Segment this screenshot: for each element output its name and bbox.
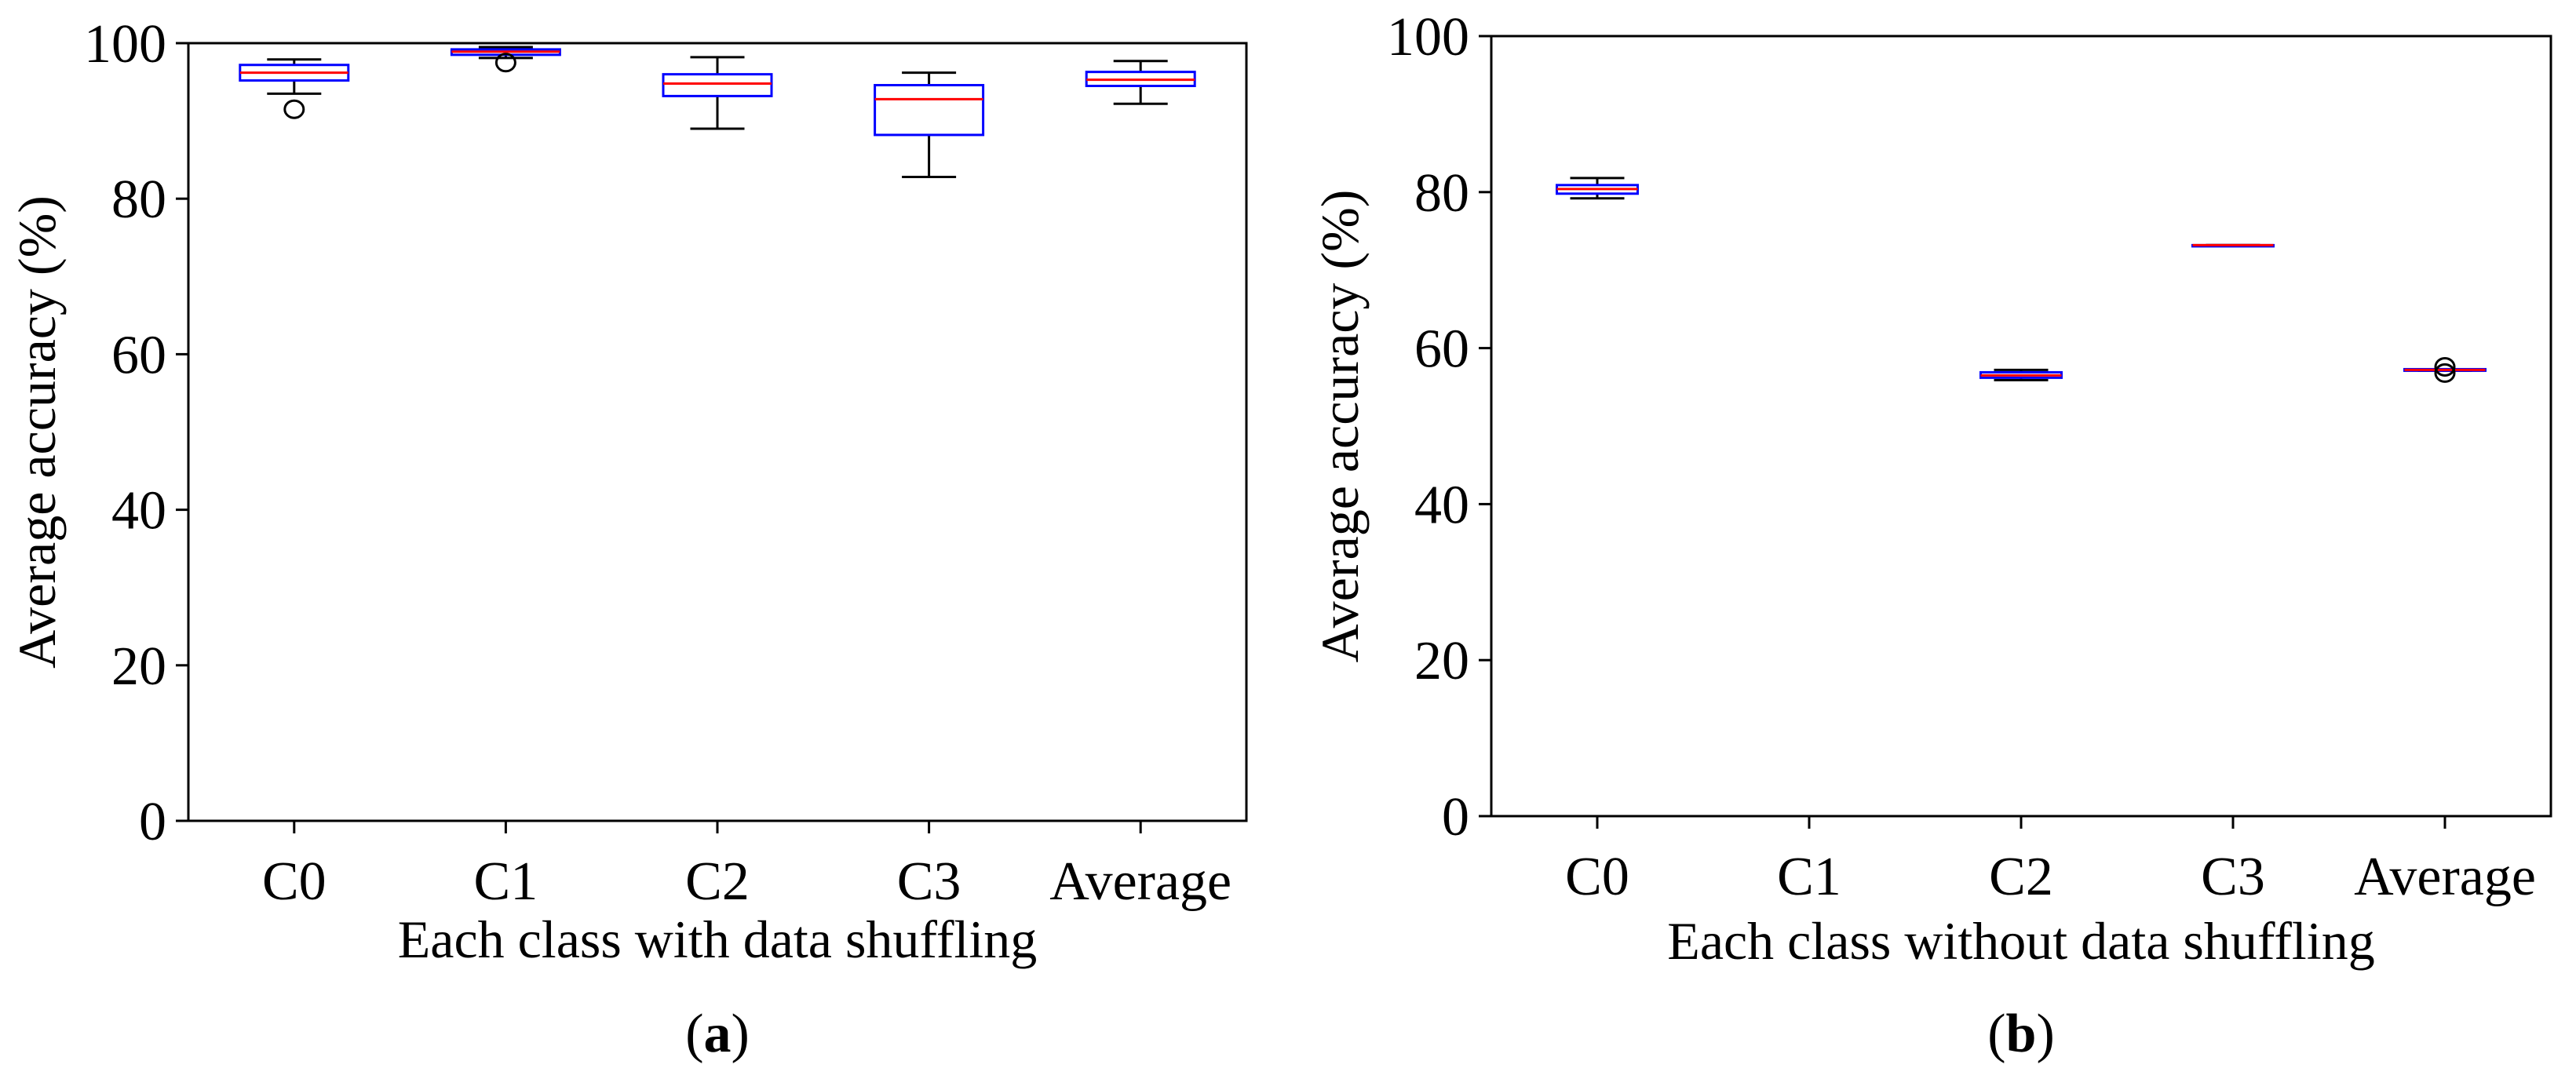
panel-label-letter: b	[2006, 1004, 2037, 1064]
y-tick-label: 80	[1414, 163, 1469, 224]
y-axis-label: Average accuracy (%)	[7, 195, 67, 669]
box-c0	[1556, 177, 1639, 200]
y-tick-label: 0	[139, 792, 166, 852]
outlier-point	[494, 53, 516, 73]
y-axis-label: Average accuracy (%)	[1310, 190, 1370, 663]
y-tick-label: 20	[111, 636, 166, 697]
box-c3	[874, 71, 985, 178]
x-tick-label: C0	[1565, 847, 1629, 907]
box-c1	[450, 46, 561, 73]
x-axis-label: Each class without data shuffling	[1667, 911, 2374, 971]
y-tick-label: 60	[1414, 319, 1469, 380]
y-tick-label: 0	[1442, 787, 1469, 848]
panel-label: (a)	[685, 1004, 750, 1064]
outlier-point	[283, 99, 305, 119]
y-tick-label: 40	[111, 481, 166, 541]
y-tick-label: 100	[84, 14, 166, 75]
outlier-point	[2434, 356, 2456, 377]
x-tick-label: Average	[1049, 851, 1231, 912]
box-average	[1085, 60, 1196, 105]
panel-label-open: (	[1987, 1004, 2005, 1064]
box-c2	[662, 56, 773, 130]
x-tick-label: C2	[1989, 847, 2053, 907]
y-tick-label: 20	[1414, 631, 1469, 691]
box-c2	[1979, 368, 2063, 381]
box-c3	[2191, 243, 2275, 248]
outlier-point	[2434, 363, 2456, 383]
box-average	[2403, 356, 2487, 383]
panel-label-open: (	[685, 1004, 703, 1064]
y-tick-label: 60	[111, 325, 166, 385]
x-tick-label: C3	[2201, 847, 2265, 907]
x-tick-label: Average	[2354, 847, 2536, 907]
y-tick-label: 100	[1387, 7, 1469, 67]
x-tick-label: C1	[474, 851, 538, 912]
x-tick-label: C2	[685, 851, 750, 912]
panel-label-close: )	[732, 1004, 750, 1064]
x-tick-label: C1	[1777, 847, 1841, 907]
box-c0	[239, 58, 350, 119]
panel-label-close: )	[2036, 1004, 2054, 1064]
panel-label: (b)	[1987, 1004, 2055, 1064]
panel-label-letter: a	[704, 1004, 732, 1064]
x-axis-label: Each class with data shuffling	[398, 910, 1038, 969]
x-tick-label: C3	[897, 851, 961, 912]
iqr-box	[874, 84, 985, 137]
y-tick-label: 40	[1414, 475, 1469, 535]
iqr-box	[662, 73, 773, 97]
y-tick-label: 80	[111, 170, 166, 230]
x-tick-label: C0	[262, 851, 327, 912]
